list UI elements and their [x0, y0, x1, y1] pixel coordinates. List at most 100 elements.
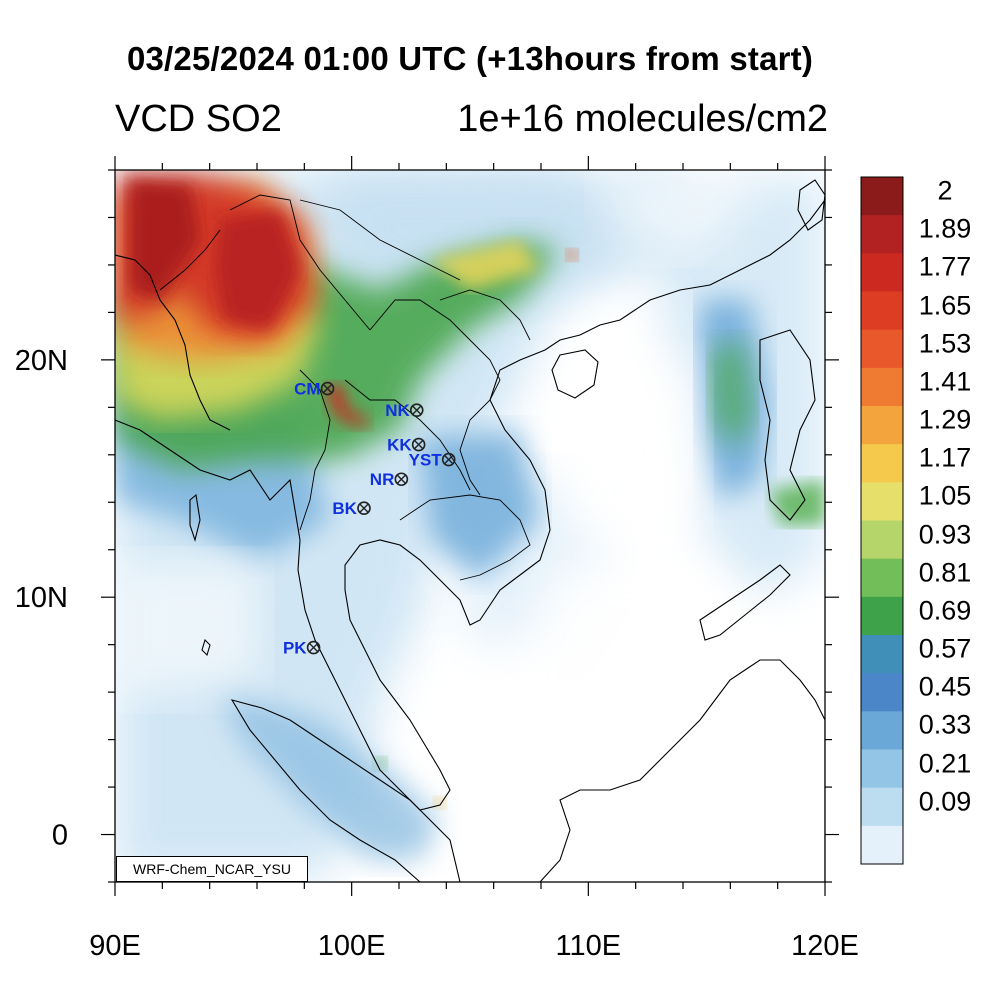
- borders: [159, 194, 531, 581]
- station-yst: YST: [409, 451, 456, 470]
- yellow-north: [430, 240, 540, 290]
- colorbar-label: 1.65: [918, 290, 972, 320]
- variable-label: VCD SO2: [115, 98, 282, 140]
- border-myanmar-china: [229, 194, 371, 331]
- colorbar-swatch: [861, 825, 903, 865]
- station-nr: NR: [370, 470, 409, 489]
- cm-hotspot: [326, 384, 370, 428]
- units-label: 1e+16 molecules/cm2: [457, 98, 828, 140]
- so2-field: [115, 170, 825, 882]
- clear-ne: [600, 175, 760, 260]
- plot-title: 03/25/2024 01:00 UTC (+13hours from star…: [126, 40, 814, 77]
- station-cm: CM: [294, 380, 335, 399]
- colorbar-swatch: [861, 406, 903, 445]
- sumatra-haze: [220, 690, 440, 860]
- station-label: NR: [370, 470, 395, 489]
- colorbar-label: 1.53: [918, 328, 972, 359]
- clear-sea: [560, 360, 700, 560]
- station-marker-icon: [409, 403, 424, 417]
- colorbar-label: 0.93: [918, 519, 972, 549]
- border-thai-laos: [344, 379, 471, 491]
- colorbar-label: 1.77: [918, 251, 972, 282]
- y-tick-label: 0: [52, 820, 68, 852]
- station-marker-icon: [394, 472, 409, 487]
- colorbar-swatch: [861, 444, 903, 483]
- colorbar-swatch: [861, 520, 903, 560]
- colorbar-label: 2: [937, 175, 953, 206]
- x-tick-label: 120E: [791, 930, 859, 962]
- colorbar-swatch: [861, 558, 903, 598]
- hotspot-hainan-north: [566, 249, 578, 261]
- coast-luzon: [759, 329, 816, 521]
- border-myanmar-thailand: [299, 369, 331, 531]
- station-label: NK: [385, 401, 410, 420]
- colorbar-label: 1.17: [918, 442, 972, 473]
- station-marker-icon: [411, 437, 426, 452]
- clear-south: [470, 560, 825, 882]
- colorbar-swatch: [861, 177, 903, 216]
- station-pk: PK: [283, 639, 321, 658]
- colorbar-swatch: [861, 787, 903, 827]
- station-label: PK: [283, 639, 307, 658]
- coast-palawan: [699, 564, 791, 641]
- axis-ticks: [101, 156, 839, 896]
- map-frame: [114, 169, 826, 883]
- colorbar-swatch: [861, 215, 903, 254]
- blue-laos: [420, 430, 540, 580]
- coast-sumatra: [230, 699, 461, 882]
- x-tick-label: 100E: [318, 930, 386, 962]
- border-cambodia: [399, 494, 531, 581]
- colorbar-label: 0.33: [918, 709, 972, 740]
- model-credit: WRF-Chem_NCAR_YSU: [116, 856, 308, 882]
- station-kk: KK: [387, 436, 426, 455]
- x-tick-label: 90E: [89, 930, 141, 962]
- colorbar-label: 0.45: [918, 671, 972, 702]
- green-scs: [710, 340, 755, 450]
- colorbar-swatch: [861, 635, 903, 674]
- border-laos: [369, 299, 501, 496]
- border-vietnam-china: [439, 289, 531, 341]
- colorbar-labels: 2 1.89 1.77 1.65 1.53 1.41 1.29 1.17 1.05 0.93 0.8…: [905, 170, 995, 870]
- coast-nicobar: [201, 638, 211, 657]
- colorbar-label: 0.81: [918, 557, 972, 588]
- colorbar-swatch: [861, 253, 903, 292]
- colorbar-swatch: [861, 329, 903, 369]
- coast-borneo: [539, 659, 825, 882]
- station-label: YST: [409, 451, 443, 470]
- colorbar-label: 1.05: [918, 480, 972, 511]
- coast-andaman: [189, 493, 201, 542]
- colorbar-swatch: [861, 596, 903, 636]
- red-core-3: [215, 210, 300, 330]
- colorbar-swatch: [861, 482, 903, 521]
- clear-andaman: [115, 560, 260, 700]
- colorbar-swatch: [861, 673, 903, 712]
- border-india-myanmar: [159, 229, 221, 291]
- coast-mainland: [115, 199, 825, 811]
- coastlines: [115, 179, 825, 882]
- colorbar-swatch: [861, 711, 903, 750]
- red-core-2: [130, 180, 200, 300]
- station-label: KK: [387, 436, 412, 455]
- colorbar-label: 0.57: [918, 633, 972, 664]
- colorbar-label: 1.89: [918, 213, 972, 244]
- y-tick-label: 20N: [15, 345, 68, 377]
- colorbar-swatch: [861, 291, 903, 331]
- colorbar-frame: [860, 176, 904, 865]
- x-tick-label: 110E: [556, 930, 622, 962]
- colorbar-label: 1.29: [918, 404, 972, 435]
- coast-bengal: [115, 254, 231, 431]
- colorbar-label: 0.69: [918, 595, 972, 626]
- station-nk: NK: [385, 401, 424, 420]
- station-label: BK: [332, 499, 357, 518]
- y-tick-label: 10N: [15, 582, 68, 614]
- colorbar-label: 0.09: [918, 786, 972, 817]
- colorbar-label: 0.21: [918, 748, 972, 778]
- station-label: CM: [294, 380, 320, 399]
- colorbar: [860, 176, 904, 865]
- station-marker-icon: [357, 501, 371, 516]
- coast-hainan: [551, 349, 599, 399]
- border-china-south: [299, 199, 461, 281]
- station-marker-icon: [441, 452, 456, 467]
